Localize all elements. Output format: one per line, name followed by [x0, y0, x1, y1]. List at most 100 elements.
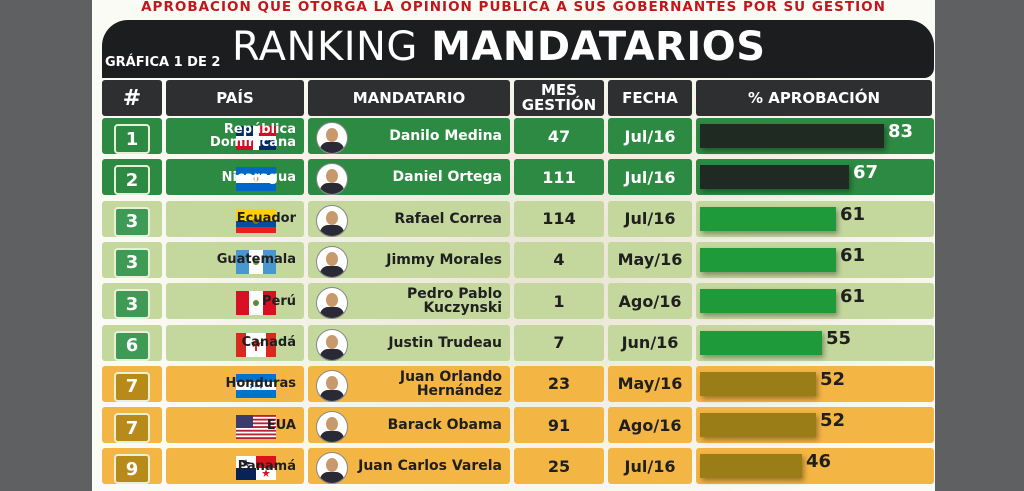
months-value: 91 — [547, 415, 571, 435]
approval-cell: 55 — [696, 324, 934, 361]
approval-cell: 61 — [696, 200, 934, 237]
date-cell: Jul/16 — [608, 448, 692, 485]
approval-label: 52 — [820, 368, 846, 390]
rank-badge: 2 — [114, 165, 150, 196]
country-name: Guatemala — [216, 252, 296, 268]
header-months: MES GESTIÓN — [514, 80, 604, 116]
leader-photo — [316, 163, 348, 196]
approval-bar — [700, 289, 836, 314]
flag-icon — [236, 373, 276, 398]
approval-bar — [700, 454, 802, 479]
rank-cell: 6 — [102, 324, 162, 361]
approval-label: 55 — [826, 327, 852, 349]
rank-cell: 3 — [102, 200, 162, 237]
approval-bar — [700, 124, 884, 148]
approval-bar — [700, 206, 836, 231]
months-value: 7 — [553, 333, 565, 352]
leader-cell: Danilo Medina — [308, 118, 510, 154]
country-cell: Guatemala — [166, 241, 304, 278]
leader-cell: Barack Obama — [308, 407, 510, 444]
date-value: Jun/16 — [621, 333, 679, 352]
header-date: FECHA — [608, 80, 692, 116]
date-value: May/16 — [617, 250, 683, 270]
rank-badge: 1 — [114, 124, 150, 154]
country-cell: EUA — [166, 407, 304, 444]
header-country: PAÍS — [166, 80, 304, 116]
leader-name: Justin Trudeau — [388, 334, 502, 351]
country-name: EUA — [266, 417, 296, 433]
leader-cell: Juan Carlos Varela — [308, 448, 510, 485]
leader-photo — [316, 245, 348, 278]
months-cell: 4 — [514, 241, 604, 278]
leader-name: Juan Orlando Hernández — [399, 368, 502, 399]
date-cell: May/16 — [608, 365, 692, 402]
months-cell: 1 — [514, 283, 604, 320]
approval-label: 67 — [853, 162, 879, 184]
rank-cell: 1 — [102, 118, 162, 154]
table-row: 7 Honduras Juan Orlando Hernández 23 May/16 5… — [102, 365, 934, 403]
months-cell: 25 — [514, 448, 604, 485]
country-name: Ecuador — [236, 211, 296, 227]
date-cell: Jul/16 — [608, 200, 692, 237]
date-cell: Ago/16 — [608, 283, 692, 320]
flag-icon — [236, 456, 276, 481]
country-name: Perú — [261, 293, 296, 309]
title-bar — [102, 20, 934, 78]
approval-bar — [700, 413, 816, 438]
table-row: 3 Perú Pedro Pablo Kuczynski 1 Ago/16 61 — [102, 282, 934, 320]
country-cell: Panamá — [166, 448, 304, 485]
approval-bar — [700, 330, 822, 355]
country-cell: República Dominicana — [166, 118, 304, 154]
rank-badge: 6 — [114, 330, 150, 361]
table-row: 1 República Dominicana Danilo Medina 47 Jul/… — [102, 117, 934, 155]
approval-bar — [700, 371, 816, 396]
approval-cell: 83 — [696, 118, 934, 154]
leader-photo — [316, 204, 348, 237]
months-value: 111 — [542, 167, 576, 187]
approval-cell: 46 — [696, 448, 934, 485]
leader-cell: Pedro Pablo Kuczynski — [308, 283, 510, 320]
approval-bar — [700, 247, 836, 272]
leader-cell: Juan Orlando Hernández — [308, 365, 510, 402]
months-cell: 7 — [514, 324, 604, 361]
leader-name: Daniel Ortega — [392, 169, 502, 186]
leader-cell: Jimmy Morales — [308, 241, 510, 278]
months-cell: 91 — [514, 407, 604, 444]
flag-icon — [236, 208, 276, 233]
rank-cell: 7 — [102, 365, 162, 402]
leader-photo — [316, 328, 348, 361]
date-value: Jul/16 — [624, 209, 676, 229]
months-cell: 114 — [514, 200, 604, 237]
months-value: 114 — [542, 209, 576, 229]
table-row: 7 EUA Barack Obama 91 Ago/16 52 — [102, 406, 934, 444]
date-cell: Jul/16 — [608, 159, 692, 196]
months-value: 25 — [547, 456, 571, 476]
date-value: Ago/16 — [618, 415, 682, 435]
chart-title: RANKING MANDATARIOS — [232, 24, 766, 70]
rank-badge: 3 — [114, 206, 150, 237]
table-row: 2 Nicaragua Daniel Ortega 111 Jul/16 67 — [102, 158, 934, 196]
approval-label: 83 — [888, 121, 914, 142]
table-row: 3 Ecuador Rafael Correa 114 Jul/16 61 — [102, 200, 934, 238]
leader-photo — [316, 287, 348, 320]
country-name: Honduras — [225, 376, 296, 392]
months-cell: 23 — [514, 365, 604, 402]
approval-label: 52 — [820, 410, 846, 432]
rank-cell: 9 — [102, 448, 162, 485]
country-cell: Honduras — [166, 365, 304, 402]
date-value: Jul/16 — [624, 456, 676, 476]
country-cell: Ecuador — [166, 200, 304, 237]
title-part-2: MANDATARIOS — [431, 24, 766, 70]
date-value: May/16 — [617, 374, 683, 394]
date-cell: May/16 — [608, 241, 692, 278]
rank-badge: 7 — [114, 371, 150, 402]
flag-icon — [236, 249, 276, 274]
rank-cell: 3 — [102, 283, 162, 320]
date-value: Jul/16 — [624, 126, 676, 146]
approval-cell: 61 — [696, 241, 934, 278]
rank-badge: 9 — [114, 454, 150, 485]
months-cell: 47 — [514, 118, 604, 154]
table-row: 3 Guatemala Jimmy Morales 4 May/16 61 — [102, 241, 934, 279]
title-part-1: RANKING — [232, 24, 418, 70]
flag-icon — [236, 332, 276, 357]
